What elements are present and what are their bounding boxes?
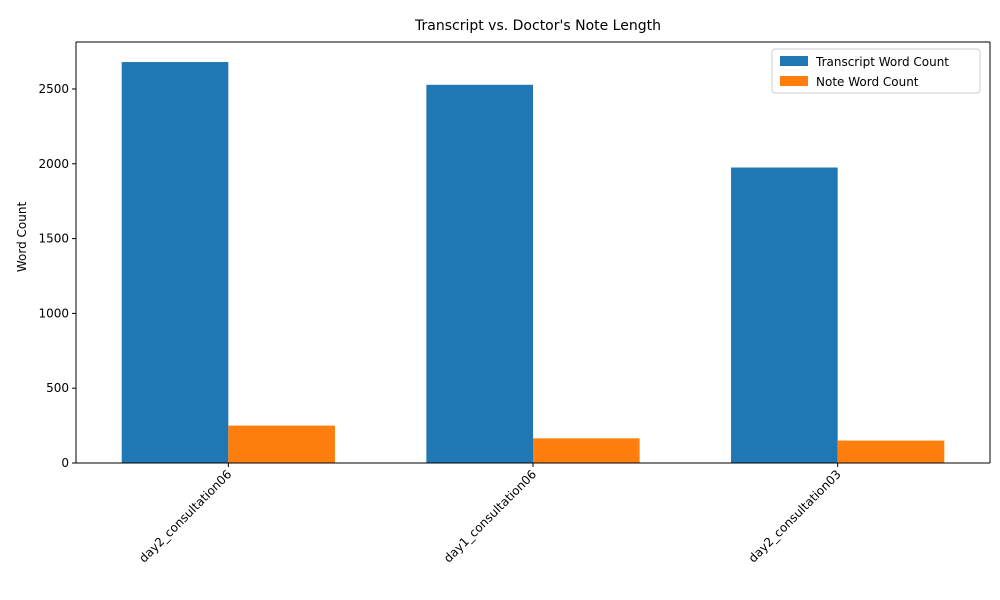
y-tick-label: 0 <box>61 456 69 470</box>
y-tick-label: 2500 <box>38 82 69 96</box>
bars-group <box>121 62 945 464</box>
x-tick-label: day2_consultation03 <box>746 467 844 565</box>
bar-transcript-1 <box>426 84 533 463</box>
y-tick-label: 1000 <box>38 306 69 320</box>
bar-note-2 <box>837 440 945 463</box>
x-tick-label: day2_consultation06 <box>136 467 234 565</box>
chart-title: Transcript vs. Doctor's Note Length <box>414 18 661 34</box>
bar-note-0 <box>228 425 335 463</box>
y-tick-label: 500 <box>46 381 69 395</box>
legend-label: Transcript Word Count <box>815 55 949 69</box>
y-tick-label: 1500 <box>38 232 69 246</box>
legend-swatch <box>780 76 808 86</box>
legend-label: Note Word Count <box>816 75 919 89</box>
bar-transcript-0 <box>121 62 229 464</box>
bar-note-1 <box>533 438 640 463</box>
y-axis-label: Word Count <box>15 202 29 273</box>
legend-swatch <box>780 56 808 66</box>
legend: Transcript Word Count Note Word Count <box>771 48 981 94</box>
y-tick-label: 2000 <box>38 157 69 171</box>
x-tick-label: day1_consultation06 <box>441 467 539 565</box>
legend-box <box>771 48 981 94</box>
bar-transcript-2 <box>731 167 838 463</box>
